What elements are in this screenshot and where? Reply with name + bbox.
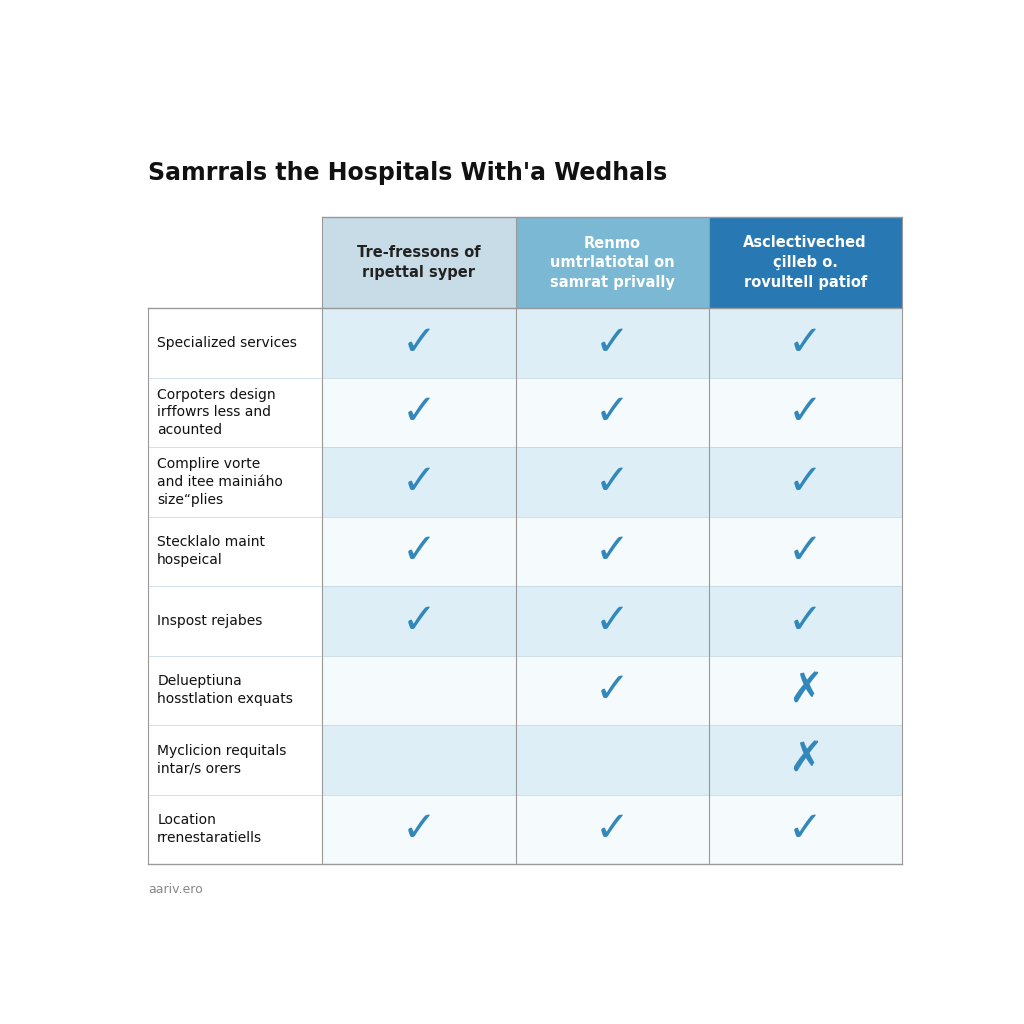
Text: ✓: ✓ [787, 530, 822, 572]
FancyBboxPatch shape [515, 217, 709, 308]
FancyBboxPatch shape [147, 655, 323, 725]
FancyBboxPatch shape [147, 517, 323, 586]
Text: Myclicion requitals
intar/s orers: Myclicion requitals intar/s orers [157, 743, 287, 776]
Text: Stecklalo maint
hospeical: Stecklalo maint hospeical [157, 536, 265, 567]
FancyBboxPatch shape [147, 378, 323, 447]
Text: Renmo
umtrlatiotal on
samrat privally: Renmo umtrlatiotal on samrat privally [550, 236, 675, 290]
FancyBboxPatch shape [147, 308, 323, 378]
FancyBboxPatch shape [515, 378, 709, 447]
FancyBboxPatch shape [515, 586, 709, 655]
FancyBboxPatch shape [709, 217, 902, 308]
FancyBboxPatch shape [323, 378, 515, 447]
Text: ✓: ✓ [595, 808, 630, 850]
FancyBboxPatch shape [323, 217, 515, 308]
Text: Samrrals the Hospitals With'a Wedhals: Samrrals the Hospitals With'a Wedhals [147, 161, 667, 185]
FancyBboxPatch shape [147, 447, 323, 517]
FancyBboxPatch shape [323, 725, 515, 795]
FancyBboxPatch shape [709, 447, 902, 517]
Text: Delueptiuna
hosstlation exquats: Delueptiuna hosstlation exquats [157, 675, 293, 707]
Text: ✓: ✓ [401, 391, 436, 433]
Text: aariv.ero: aariv.ero [147, 884, 203, 896]
FancyBboxPatch shape [515, 308, 709, 378]
FancyBboxPatch shape [709, 378, 902, 447]
Text: ✓: ✓ [401, 322, 436, 364]
FancyBboxPatch shape [709, 517, 902, 586]
FancyBboxPatch shape [515, 447, 709, 517]
Text: Corpoters design
irffowrs less and
acounted: Corpoters design irffowrs less and acoun… [157, 387, 275, 437]
FancyBboxPatch shape [515, 517, 709, 586]
Text: ✓: ✓ [787, 808, 822, 850]
FancyBboxPatch shape [709, 655, 902, 725]
Text: ✓: ✓ [595, 530, 630, 572]
Text: ✓: ✓ [787, 391, 822, 433]
Text: ✓: ✓ [595, 391, 630, 433]
Text: Specialized services: Specialized services [157, 336, 297, 350]
Text: Asclectiveched
çilleb o.
rovultell patiof: Asclectiveched çilleb o. rovultell pati… [743, 236, 867, 290]
Text: Complire vorte
and itee mainiáho
size“plies: Complire vorte and itee mainiáho size“pl… [157, 457, 283, 507]
Text: ✓: ✓ [595, 600, 630, 642]
FancyBboxPatch shape [515, 655, 709, 725]
Text: ✗: ✗ [787, 670, 822, 712]
FancyBboxPatch shape [323, 795, 515, 864]
Text: ✓: ✓ [787, 600, 822, 642]
FancyBboxPatch shape [709, 586, 902, 655]
FancyBboxPatch shape [515, 795, 709, 864]
FancyBboxPatch shape [323, 586, 515, 655]
FancyBboxPatch shape [709, 795, 902, 864]
Text: ✓: ✓ [787, 322, 822, 364]
FancyBboxPatch shape [323, 517, 515, 586]
Text: ✓: ✓ [595, 322, 630, 364]
Text: ✓: ✓ [401, 808, 436, 850]
FancyBboxPatch shape [323, 447, 515, 517]
Text: ✓: ✓ [787, 461, 822, 503]
FancyBboxPatch shape [515, 725, 709, 795]
Text: Inspost rejabes: Inspost rejabes [157, 613, 262, 628]
Text: Tre-fressons of
rıpettal syper: Tre-fressons of rıpettal syper [357, 246, 481, 281]
FancyBboxPatch shape [147, 725, 323, 795]
FancyBboxPatch shape [323, 308, 515, 378]
Text: ✗: ✗ [787, 739, 822, 781]
Text: ✓: ✓ [401, 461, 436, 503]
FancyBboxPatch shape [709, 308, 902, 378]
Text: ✓: ✓ [401, 530, 436, 572]
Text: ✓: ✓ [401, 600, 436, 642]
FancyBboxPatch shape [709, 725, 902, 795]
Text: ✓: ✓ [595, 670, 630, 712]
FancyBboxPatch shape [147, 586, 323, 655]
FancyBboxPatch shape [323, 655, 515, 725]
Text: Location
rrenestaratiells: Location rrenestaratiells [157, 813, 262, 845]
FancyBboxPatch shape [147, 795, 323, 864]
Text: ✓: ✓ [595, 461, 630, 503]
